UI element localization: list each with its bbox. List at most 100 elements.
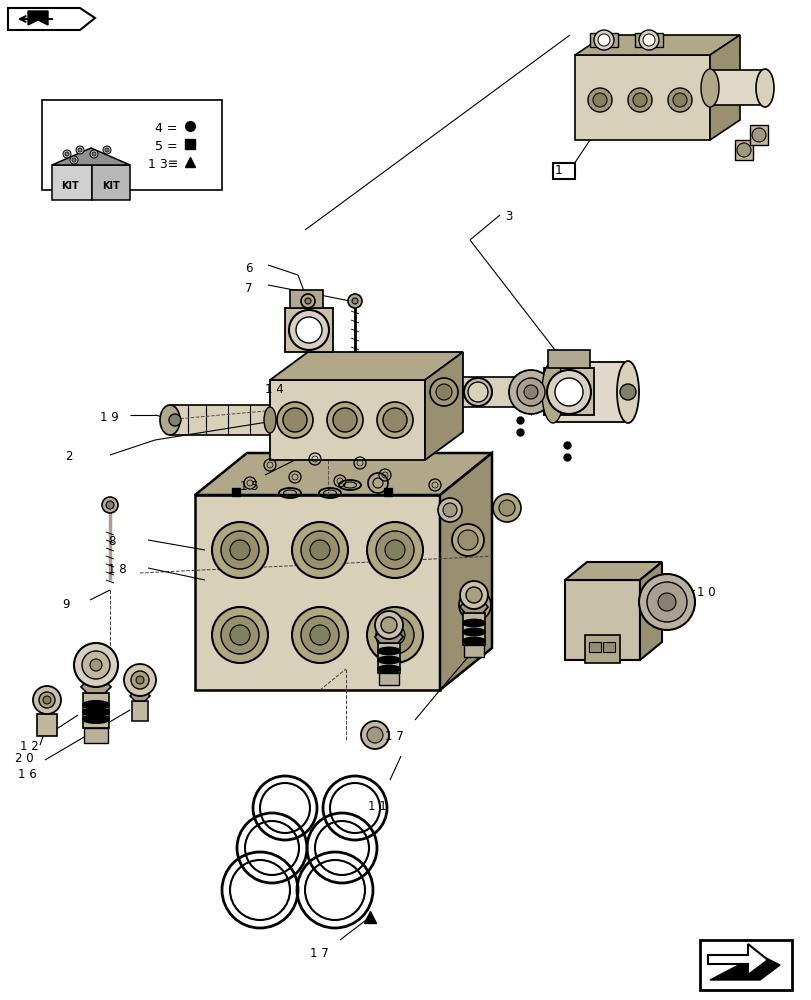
- Circle shape: [283, 408, 307, 432]
- Circle shape: [92, 152, 96, 156]
- Text: 1: 1: [554, 164, 562, 177]
- Polygon shape: [709, 70, 764, 105]
- Bar: [84, 728, 108, 743]
- Bar: [584, 635, 620, 663]
- Circle shape: [169, 414, 181, 426]
- Circle shape: [63, 150, 71, 158]
- Polygon shape: [440, 453, 491, 690]
- Circle shape: [90, 150, 98, 158]
- Ellipse shape: [378, 648, 400, 654]
- Circle shape: [289, 310, 328, 350]
- Circle shape: [70, 156, 78, 164]
- Circle shape: [277, 402, 312, 438]
- Circle shape: [135, 676, 144, 684]
- Circle shape: [74, 643, 118, 687]
- Circle shape: [333, 408, 357, 432]
- Circle shape: [305, 298, 311, 304]
- Circle shape: [547, 370, 590, 414]
- Ellipse shape: [462, 629, 484, 636]
- Circle shape: [301, 531, 338, 569]
- Bar: [569, 350, 577, 362]
- Circle shape: [301, 616, 338, 654]
- Text: 1 7: 1 7: [384, 730, 403, 743]
- Circle shape: [466, 587, 482, 603]
- Circle shape: [452, 524, 483, 556]
- Ellipse shape: [616, 361, 638, 423]
- Bar: [462, 613, 484, 645]
- Text: 1 7: 1 7: [310, 947, 328, 960]
- Circle shape: [523, 385, 538, 399]
- Circle shape: [437, 498, 461, 522]
- Polygon shape: [639, 562, 661, 660]
- Polygon shape: [285, 308, 333, 352]
- Ellipse shape: [160, 405, 180, 435]
- Circle shape: [367, 607, 423, 663]
- Ellipse shape: [463, 378, 491, 406]
- Polygon shape: [707, 944, 767, 975]
- Circle shape: [592, 93, 607, 107]
- Circle shape: [375, 531, 414, 569]
- Circle shape: [292, 522, 348, 578]
- Polygon shape: [574, 55, 709, 140]
- Circle shape: [627, 88, 651, 112]
- Circle shape: [736, 143, 750, 157]
- Circle shape: [384, 540, 405, 560]
- Bar: [310, 290, 318, 302]
- Text: 2 0: 2 0: [15, 752, 33, 765]
- Circle shape: [124, 664, 156, 696]
- Polygon shape: [709, 955, 779, 980]
- Bar: [603, 642, 614, 652]
- Circle shape: [105, 148, 109, 152]
- Circle shape: [348, 294, 362, 308]
- Circle shape: [351, 298, 358, 304]
- Circle shape: [508, 370, 552, 414]
- Text: 8: 8: [108, 535, 115, 548]
- Bar: [83, 693, 109, 728]
- Text: KIT: KIT: [102, 181, 120, 191]
- Circle shape: [436, 384, 452, 400]
- Circle shape: [212, 607, 268, 663]
- Circle shape: [310, 540, 329, 560]
- Bar: [290, 290, 298, 302]
- Text: 1 0: 1 0: [696, 586, 714, 599]
- Polygon shape: [552, 362, 627, 422]
- Polygon shape: [52, 165, 92, 200]
- Text: 5 =: 5 =: [155, 140, 178, 153]
- Ellipse shape: [467, 382, 487, 402]
- Polygon shape: [81, 681, 111, 693]
- Circle shape: [430, 378, 457, 406]
- Circle shape: [380, 617, 397, 633]
- Bar: [652, 33, 659, 43]
- Bar: [607, 33, 614, 43]
- Polygon shape: [564, 562, 661, 580]
- Polygon shape: [460, 601, 487, 613]
- Ellipse shape: [264, 407, 276, 433]
- Text: 1 2: 1 2: [20, 740, 39, 753]
- Circle shape: [33, 686, 61, 714]
- Circle shape: [103, 146, 111, 154]
- Circle shape: [457, 530, 478, 550]
- Circle shape: [594, 30, 613, 50]
- Bar: [549, 350, 557, 362]
- Circle shape: [43, 696, 51, 704]
- Circle shape: [638, 574, 694, 630]
- Polygon shape: [375, 631, 402, 643]
- Text: 1 1: 1 1: [367, 800, 386, 813]
- Circle shape: [230, 540, 250, 560]
- Circle shape: [106, 501, 114, 509]
- Polygon shape: [270, 380, 424, 460]
- Polygon shape: [92, 165, 130, 200]
- Circle shape: [82, 651, 109, 679]
- Circle shape: [638, 30, 659, 50]
- Polygon shape: [590, 33, 617, 47]
- Circle shape: [90, 659, 102, 671]
- Polygon shape: [462, 377, 517, 407]
- Text: 4 =: 4 =: [155, 122, 178, 135]
- Circle shape: [102, 497, 118, 513]
- Ellipse shape: [700, 69, 718, 107]
- Bar: [37, 714, 57, 736]
- Polygon shape: [270, 352, 462, 380]
- Circle shape: [375, 611, 402, 639]
- Text: 1 3≡: 1 3≡: [148, 158, 178, 171]
- Circle shape: [667, 88, 691, 112]
